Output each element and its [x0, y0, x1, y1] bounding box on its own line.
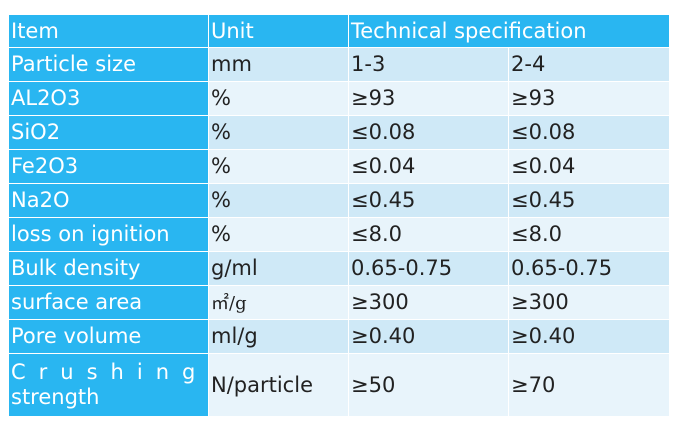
row-spec-2: ≥93 [507, 81, 671, 116]
row-unit: % [208, 81, 349, 116]
row-item-label: Bulk density [8, 251, 209, 286]
row-unit: N/particle [208, 353, 349, 417]
row-spec-1: ≥300 [348, 285, 509, 320]
row-item-label-line1: Crushing [11, 359, 209, 384]
row-spec-1: 0.65-0.75 [348, 251, 509, 286]
row-unit: g/ml [208, 251, 349, 286]
table-row: Na2O % ≤0.45 ≤0.45 [8, 183, 671, 218]
table-row: Crushing strength N/particle ≥50 ≥70 [8, 353, 671, 417]
row-item-label: surface area [8, 285, 209, 320]
row-item-label: Pore volume [8, 319, 209, 354]
row-item-label: loss on ignition [8, 217, 209, 252]
row-spec-1: ≥93 [348, 81, 509, 116]
table-header: Item Unit Technical specification [8, 14, 671, 48]
row-unit: % [208, 115, 349, 150]
table-row: loss on ignition % ≤8.0 ≤8.0 [8, 217, 671, 252]
row-item-label: AL2O3 [8, 81, 209, 116]
row-item-label: Na2O [8, 183, 209, 218]
row-item-label: Particle size [8, 47, 209, 82]
row-unit: ml/g [208, 319, 349, 354]
row-spec-1: ≤0.08 [348, 115, 509, 150]
header-row: Item Unit Technical specification [8, 14, 671, 48]
table-row: Particle size mm 1-3 2-4 [8, 47, 671, 82]
row-spec-1: ≥0.40 [348, 319, 509, 354]
table-row: SiO2 % ≤0.08 ≤0.08 [8, 115, 671, 150]
table-row: Bulk density g/ml 0.65-0.75 0.65-0.75 [8, 251, 671, 286]
row-spec-2: ≤0.08 [507, 115, 671, 150]
table-row: Fe2O3 % ≤0.04 ≤0.04 [8, 149, 671, 184]
row-spec-1: ≤0.45 [348, 183, 509, 218]
row-unit: % [208, 183, 349, 218]
row-spec-2: ≤0.04 [507, 149, 671, 184]
row-item-label: Crushing strength [8, 353, 209, 417]
row-unit: mm [208, 47, 349, 82]
row-item-label: Fe2O3 [8, 149, 209, 184]
row-spec-1: ≥50 [348, 353, 509, 417]
specification-table: Item Unit Technical specification Partic… [8, 14, 671, 417]
table-row: Pore volume ml/g ≥0.40 ≥0.40 [8, 319, 671, 354]
row-spec-2: 0.65-0.75 [507, 251, 671, 286]
header-unit: Unit [208, 14, 349, 48]
header-technical-specification: Technical specification [347, 14, 671, 48]
header-item: Item [8, 14, 209, 48]
row-spec-1: ≤0.04 [348, 149, 509, 184]
row-unit: ㎡/g [208, 285, 349, 320]
row-spec-2: ≤0.45 [507, 183, 671, 218]
row-spec-2: 2-4 [507, 47, 671, 82]
row-unit: % [208, 217, 349, 252]
table-row: AL2O3 % ≥93 ≥93 [8, 81, 671, 116]
table-body: Particle size mm 1-3 2-4 AL2O3 % ≥93 ≥93… [8, 47, 671, 417]
row-spec-2: ≥70 [507, 353, 671, 417]
row-item-label-line2: strength [11, 385, 100, 409]
row-spec-2: ≥0.40 [507, 319, 671, 354]
row-spec-2: ≥300 [507, 285, 671, 320]
row-spec-1: ≤8.0 [348, 217, 509, 252]
row-spec-1: 1-3 [348, 47, 509, 82]
unit-text: ㎡/g [211, 293, 247, 315]
row-unit: % [208, 149, 349, 184]
row-spec-2: ≤8.0 [507, 217, 671, 252]
row-item-label: SiO2 [8, 115, 209, 150]
table-row: surface area ㎡/g ≥300 ≥300 [8, 285, 671, 320]
